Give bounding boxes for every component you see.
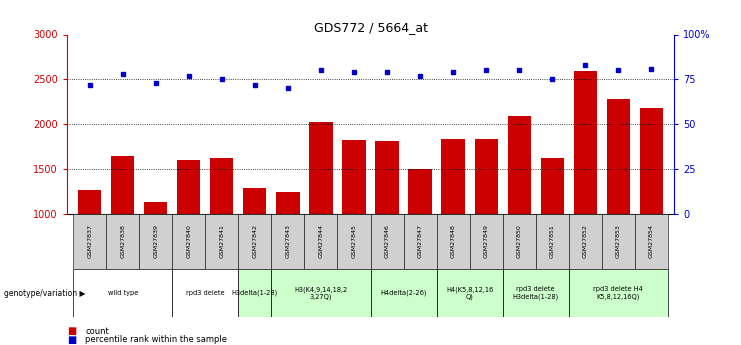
Bar (607, 99, 630, 214)
Text: GSM27850: GSM27850 (516, 225, 522, 258)
Text: genotype/variation ▶: genotype/variation ▶ (4, 289, 85, 298)
Text: GSM27846: GSM27846 (385, 225, 390, 258)
Text: GSM27843: GSM27843 (285, 225, 290, 258)
Bar (442, 139, 465, 214)
Text: GSM27844: GSM27844 (319, 225, 324, 258)
Text: wild type: wild type (107, 290, 138, 296)
Bar (404, 214, 436, 269)
Bar (271, 214, 305, 269)
Bar (276, 193, 299, 214)
Bar (508, 116, 531, 214)
Bar (502, 269, 568, 317)
Bar (639, 108, 662, 214)
Bar (177, 160, 200, 214)
Bar (106, 214, 139, 269)
Text: GSM27848: GSM27848 (451, 225, 456, 258)
Text: GSM27849: GSM27849 (484, 225, 488, 258)
Bar (205, 214, 239, 269)
Text: GSM27841: GSM27841 (219, 225, 225, 258)
Bar (370, 269, 436, 317)
Bar (310, 121, 333, 214)
Bar (568, 269, 668, 317)
Bar (370, 214, 404, 269)
Text: GSM27851: GSM27851 (550, 225, 554, 258)
Text: GSM27847: GSM27847 (417, 225, 422, 258)
Bar (436, 269, 502, 317)
Bar (574, 71, 597, 214)
Bar (139, 214, 173, 269)
Bar (73, 269, 173, 317)
Bar (568, 214, 602, 269)
Text: H4delta(2-26): H4delta(2-26) (380, 290, 427, 296)
Text: H3delta(1-28): H3delta(1-28) (232, 290, 278, 296)
Bar (502, 214, 536, 269)
Bar (210, 158, 233, 214)
Text: GSM27840: GSM27840 (187, 225, 191, 258)
Text: H4(K5,8,12,16
Q): H4(K5,8,12,16 Q) (446, 286, 494, 300)
Bar (541, 158, 564, 214)
Text: GSM27845: GSM27845 (351, 225, 356, 258)
Bar (474, 139, 498, 214)
Bar (536, 214, 568, 269)
Bar (305, 214, 337, 269)
Bar (144, 202, 167, 214)
Text: ■: ■ (67, 335, 76, 345)
Bar (337, 214, 370, 269)
Text: rpd3 delete H4
K5,8,12,16Q): rpd3 delete H4 K5,8,12,16Q) (594, 286, 643, 300)
Text: count: count (85, 327, 109, 336)
Text: GSM27837: GSM27837 (87, 225, 93, 258)
Text: GSM27842: GSM27842 (253, 225, 257, 258)
Text: percentile rank within the sample: percentile rank within the sample (85, 335, 227, 344)
Text: ■: ■ (67, 326, 76, 336)
Text: GSM27853: GSM27853 (616, 225, 621, 258)
Bar (173, 214, 205, 269)
Text: GSM27839: GSM27839 (153, 225, 159, 258)
Bar (470, 214, 502, 269)
Bar (602, 214, 635, 269)
Bar (111, 156, 134, 214)
Title: GDS772 / 5664_at: GDS772 / 5664_at (313, 21, 428, 34)
Bar (376, 141, 399, 214)
Bar (173, 269, 239, 317)
Text: GSM27852: GSM27852 (582, 225, 588, 258)
Bar (239, 269, 271, 317)
Bar (73, 214, 106, 269)
Text: H3(K4,9,14,18,2
3,27Q): H3(K4,9,14,18,2 3,27Q) (294, 286, 348, 300)
Bar (79, 190, 102, 214)
Bar (408, 169, 431, 214)
Text: rpd3 delete: rpd3 delete (186, 290, 225, 296)
Bar (243, 188, 267, 214)
Bar (436, 214, 470, 269)
Bar (342, 140, 365, 214)
Text: GSM27838: GSM27838 (120, 225, 125, 258)
Bar (271, 269, 370, 317)
Bar (239, 214, 271, 269)
Text: rpd3 delete
H3delta(1-28): rpd3 delete H3delta(1-28) (513, 286, 559, 300)
Bar (635, 214, 668, 269)
Text: GSM27854: GSM27854 (648, 225, 654, 258)
